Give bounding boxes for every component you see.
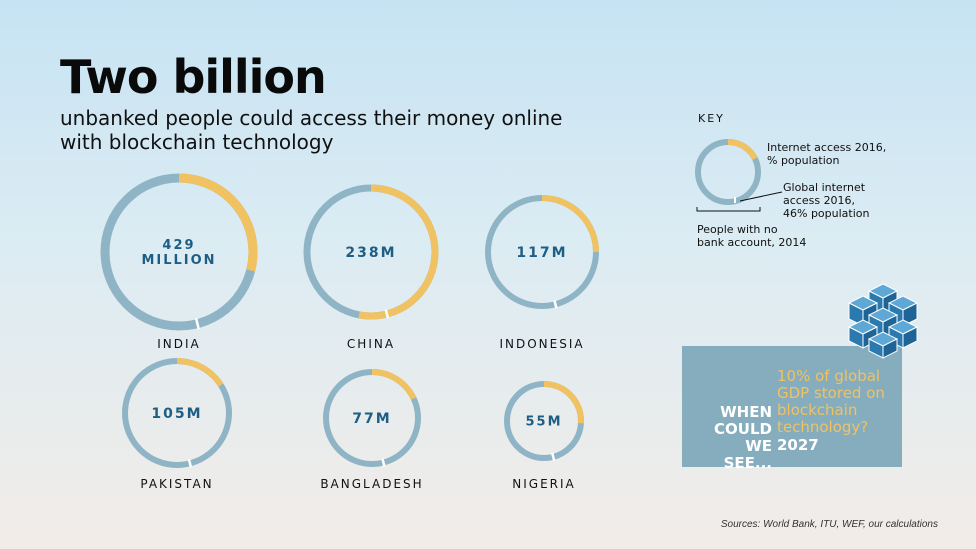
internet-access-arc <box>543 381 584 424</box>
ring-value-label: 117M <box>516 245 567 261</box>
country-label: PAKISTAN <box>140 477 213 491</box>
key-title: KEY <box>698 112 725 125</box>
ring-value-label: 77M <box>352 411 391 427</box>
internet-access-arc <box>541 195 599 253</box>
callout-box: WHEN COULD WE SEE... 10% of global GDP s… <box>682 346 902 472</box>
sources-note: Sources: World Bank, ITU, WEF, our calcu… <box>720 519 938 530</box>
ring-pakistan: 105M PAKISTAN <box>122 358 232 491</box>
country-label: BANGLADESH <box>320 477 423 491</box>
key-pointer-line <box>739 191 783 202</box>
key-bank-label: People with no bank account, 2014 <box>697 223 807 249</box>
country-label: INDONESIA <box>499 337 584 351</box>
callout-year: 2027 <box>777 436 819 454</box>
page-title: Two billion <box>60 50 327 104</box>
key-global-label: Global internet access 2016, 46% populat… <box>783 181 870 220</box>
ring-nigeria: 55M NIGERIA <box>504 381 584 491</box>
internet-access-arc <box>176 358 224 387</box>
callout-question-text: WHEN COULD WE SEE... <box>714 403 772 472</box>
ring-value-label: 55M <box>525 415 562 430</box>
global-access-marker <box>553 300 558 309</box>
key-bracket <box>696 207 761 212</box>
ring-china: 238M CHINA <box>303 184 439 351</box>
global-access-marker <box>381 458 386 467</box>
blockchain-cubes-icon <box>847 283 919 359</box>
country-label: CHINA <box>347 337 395 351</box>
global-access-marker <box>550 452 556 462</box>
page-subtitle: unbanked people could access their money… <box>60 106 563 154</box>
global-access-marker <box>194 318 200 330</box>
callout-question: WHEN COULD WE SEE... <box>692 404 772 472</box>
country-label: NIGERIA <box>512 477 575 491</box>
ring-bangladesh: 77M BANGLADESH <box>320 369 423 491</box>
global-access-marker <box>187 459 193 468</box>
key-internet-label: Internet access 2016, % population <box>767 141 887 167</box>
global-access-marker <box>384 309 390 319</box>
key-internet-arc <box>727 139 758 161</box>
ring-indonesia: 117M INDONESIA <box>485 195 599 351</box>
key-diagram <box>695 139 783 212</box>
ring-value-label: 429 <box>162 238 195 253</box>
internet-access-arc <box>178 173 258 272</box>
internet-access-arc <box>371 369 417 400</box>
internet-access-arc <box>358 184 439 320</box>
ring-value-label: MILLION <box>141 253 216 268</box>
country-label: INDIA <box>157 337 201 351</box>
callout-statement: 10% of global GDP stored on blockchain t… <box>777 367 885 436</box>
ring-value-label: 238M <box>345 245 396 261</box>
ring-value-label: 105M <box>151 406 202 422</box>
